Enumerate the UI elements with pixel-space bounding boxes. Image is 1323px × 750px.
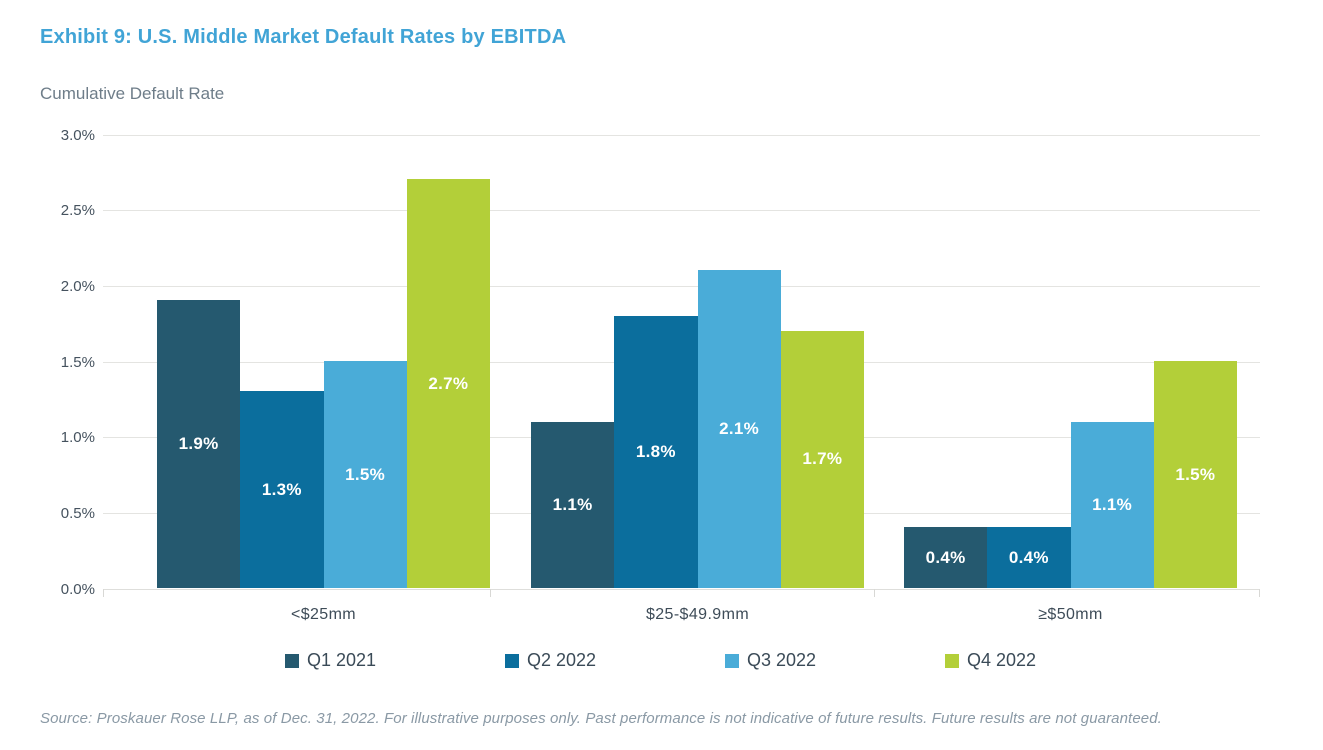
legend-swatch-icon — [505, 653, 519, 668]
bar-q4-2022-cat3: 1.5% — [1153, 361, 1237, 588]
bar-value-label: 1.8% — [635, 441, 676, 461]
source-note: Source: Proskauer Rose LLP, as of Dec. 3… — [40, 710, 1162, 727]
page-title: Exhibit 9: U.S. Middle Market Default Ra… — [40, 26, 567, 48]
bar-value-label: 1.1% — [1092, 494, 1133, 514]
bar-q3-2022-cat1: 1.5% — [323, 361, 407, 588]
gridline-2.0% — [103, 285, 1260, 287]
y-tick-label: 2.0% — [60, 277, 95, 295]
y-tick-label: 1.0% — [60, 429, 95, 447]
bar-q2-2022-cat2: 1.8% — [614, 315, 698, 588]
legend-item-q2-2022: Q2 2022 — [505, 650, 607, 671]
bar-value-label: 1.1% — [552, 494, 593, 514]
legend-swatch-icon — [725, 653, 739, 668]
bar-value-label: 1.3% — [261, 479, 302, 499]
legend-label: Q4 2022 — [967, 650, 1037, 670]
y-tick-label: 0.5% — [60, 504, 95, 522]
y-tick-label: 0.0% — [60, 580, 95, 598]
legend-label: Q1 2021 — [307, 650, 377, 670]
bar-value-label: 1.7% — [802, 449, 843, 469]
legend-label: Q3 2022 — [747, 650, 817, 670]
y-tick-label: 2.5% — [60, 202, 95, 220]
gridline-0.0% — [103, 588, 1260, 590]
bar-q4-2022-cat2: 1.7% — [780, 330, 864, 588]
bar-value-label: 2.7% — [428, 373, 469, 393]
bar-value-label: 2.1% — [719, 419, 760, 439]
y-tick-label: 3.0% — [60, 126, 95, 144]
plot-area: 1.9% 1.3% 1.5% 2.7% 1.1% 1.8% 2.1% 1.7% 0.4% 0.4%… — [103, 134, 1260, 597]
bar-value-label: 1.5% — [1175, 464, 1216, 484]
gridline-2.5% — [103, 210, 1260, 212]
bar-q3-2022-cat2: 2.1% — [697, 270, 781, 588]
legend-swatch-icon — [945, 653, 959, 668]
category-label: <$25mm — [290, 606, 357, 623]
legend-item-q3-2022: Q3 2022 — [725, 650, 827, 671]
category-label: ≥$50mm — [1038, 606, 1103, 623]
bar-q1-2021-cat3: 0.4% — [904, 527, 988, 588]
bar-value-label: 0.4% — [1008, 547, 1049, 567]
y-axis-heading: Cumulative Default Rate — [40, 84, 225, 103]
category-label: $25-$49.9mm — [645, 606, 750, 623]
x-axis-tick — [490, 589, 491, 597]
x-axis-tick — [873, 589, 875, 597]
legend-item-q1-2021: Q1 2021 — [285, 650, 387, 671]
x-axis-tick — [103, 589, 104, 597]
legend-swatch-icon — [285, 653, 299, 668]
bar-q4-2022-cat1: 2.7% — [406, 179, 490, 588]
legend-label: Q2 2022 — [527, 650, 597, 670]
bar-value-label: 0.4% — [925, 547, 966, 567]
legend: Q1 2021 Q2 2022 Q3 2022 Q4 2022 — [285, 650, 1047, 671]
gridline-3.0% — [103, 134, 1260, 136]
bar-value-label: 1.9% — [178, 434, 219, 454]
bar-q2-2022-cat3: 0.4% — [987, 527, 1071, 588]
bar-q3-2022-cat3: 1.1% — [1070, 421, 1154, 588]
legend-item-q4-2022: Q4 2022 — [945, 650, 1047, 671]
x-axis-tick — [1259, 589, 1260, 597]
bar-q1-2021-cat1: 1.9% — [157, 300, 241, 588]
y-tick-label: 1.5% — [60, 353, 95, 371]
bar-q2-2022-cat1: 1.3% — [240, 391, 324, 588]
bar-q1-2021-cat2: 1.1% — [531, 421, 615, 588]
bar-value-label: 1.5% — [345, 464, 386, 484]
